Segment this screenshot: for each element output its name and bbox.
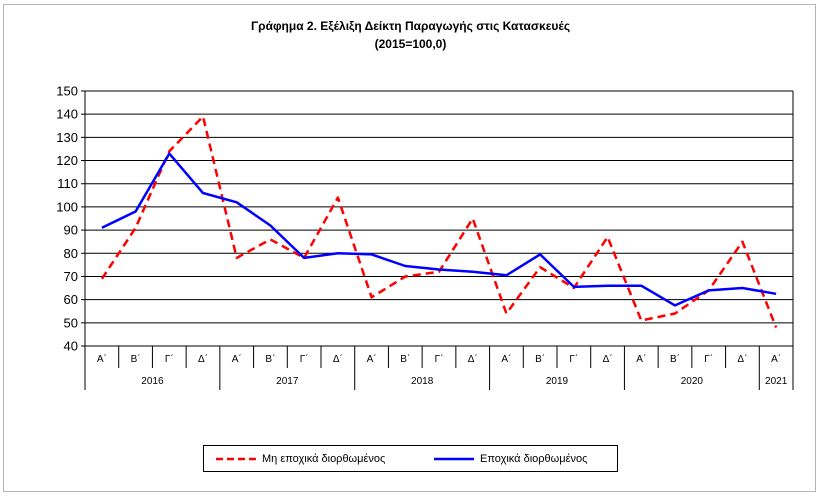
x-tick-label: Β΄ bbox=[535, 353, 545, 365]
year-label: 2021 bbox=[765, 376, 788, 387]
y-tick-label: 80 bbox=[64, 246, 78, 261]
year-label: 2017 bbox=[276, 376, 299, 387]
x-tick-label: Γ΄ bbox=[435, 353, 444, 365]
x-tick-label: Β΄ bbox=[670, 353, 680, 365]
x-tick-label: Α΄ bbox=[97, 353, 107, 365]
x-tick-label: Γ΄ bbox=[569, 353, 578, 365]
x-tick-label: Δ΄ bbox=[603, 353, 613, 365]
year-label: 2018 bbox=[411, 376, 434, 387]
legend-swatch-solid bbox=[434, 457, 474, 461]
x-tick-label: Δ΄ bbox=[468, 353, 478, 365]
legend-swatch-dashed bbox=[216, 457, 256, 461]
legend-item-adjusted: Εποχικά διορθωμένος bbox=[434, 452, 587, 466]
y-tick-label: 40 bbox=[64, 339, 78, 354]
x-tick-label: Γ΄ bbox=[300, 353, 309, 365]
series-line-unadjusted bbox=[100, 115, 778, 328]
x-tick-label: Β΄ bbox=[400, 353, 410, 365]
year-label: 2020 bbox=[681, 376, 704, 387]
chart-title: Γράφημα 2. Εξέλιξη Δείκτη Παραγωγής στις… bbox=[250, 19, 571, 33]
x-tick-label: Α΄ bbox=[636, 353, 646, 365]
x-tick-label: Δ΄ bbox=[333, 353, 343, 365]
y-tick-label: 100 bbox=[56, 199, 78, 214]
legend-item-unadjusted: Μη εποχικά διορθωμένος bbox=[216, 452, 385, 466]
x-tick-label: Β΄ bbox=[131, 353, 141, 365]
line-chart: 40 50 60 70 80 90 100 110 120 130 140 150 Α΄ Β΄ Γ΄ Δ΄ Α΄… bbox=[56, 84, 794, 390]
x-tick-label: Α΄ bbox=[232, 353, 242, 365]
x-tick-label: Α΄ bbox=[367, 353, 377, 365]
y-tick-label: 50 bbox=[64, 315, 78, 330]
y-tick-label: 60 bbox=[64, 292, 78, 307]
legend-label-adjusted: Εποχικά διορθωμένος bbox=[480, 453, 588, 465]
x-tick-label: Α΄ bbox=[501, 353, 511, 365]
x-tick-label: Δ΄ bbox=[198, 353, 208, 365]
chart-frame bbox=[3, 4, 816, 492]
x-tick-label: Γ΄ bbox=[704, 353, 713, 365]
x-tick-label: Α΄ bbox=[771, 353, 781, 365]
x-tick-label: Δ΄ bbox=[737, 353, 747, 365]
x-tick-label: Β΄ bbox=[265, 353, 275, 365]
year-label: 2016 bbox=[141, 376, 164, 387]
series-line-adjusted bbox=[101, 152, 777, 307]
y-tick-label: 110 bbox=[57, 176, 78, 191]
legend: Μη εποχικά διορθωμένος Εποχικά διορθωμέν… bbox=[203, 445, 618, 472]
chart-subtitle: (2015=100,0) bbox=[374, 37, 447, 51]
legend-label-unadjusted: Μη εποχικά διορθωμένος bbox=[262, 453, 386, 465]
y-tick-label: 150 bbox=[56, 84, 78, 99]
x-tick-label: Γ΄ bbox=[165, 353, 174, 365]
y-tick-label: 130 bbox=[56, 130, 78, 145]
y-tick-label: 70 bbox=[64, 269, 78, 284]
y-tick-label: 120 bbox=[56, 153, 78, 168]
year-label: 2019 bbox=[546, 376, 569, 387]
y-tick-label: 90 bbox=[64, 223, 78, 238]
y-tick-label: 140 bbox=[56, 107, 78, 122]
